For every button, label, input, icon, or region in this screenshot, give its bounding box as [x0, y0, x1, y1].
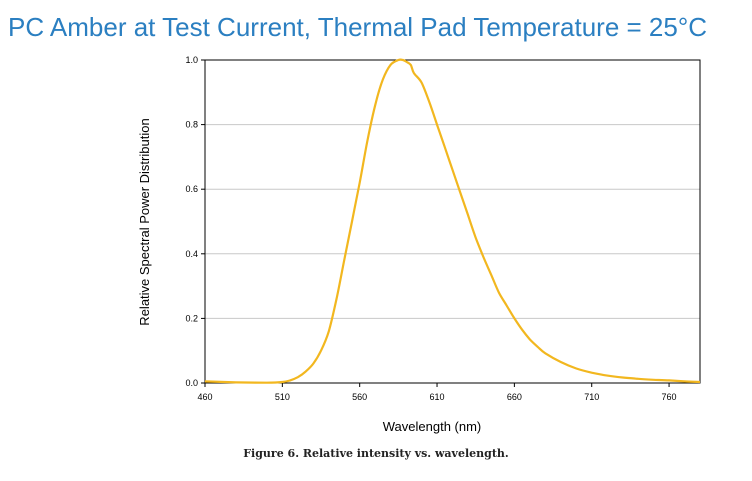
spectral-curve — [204, 58, 701, 384]
x-tick-label: 560 — [352, 392, 367, 402]
x-tick-label: 610 — [430, 392, 445, 402]
x-tick-label: 760 — [662, 392, 677, 402]
y-tick-label: 0.0 — [185, 378, 198, 388]
x-tick-label: 710 — [584, 392, 599, 402]
y-tick-label: 0.4 — [185, 249, 198, 259]
y-tick-label: 1.0 — [185, 55, 198, 65]
grid-lines — [205, 124, 700, 319]
x-tick-label: 460 — [197, 392, 212, 402]
y-axis-ticks: 0.0 0.2 0.4 0.6 0.8 1.0 — [185, 55, 205, 388]
y-axis-label: Relative Spectral Power Distribution — [137, 118, 152, 325]
page-title: PC Amber at Test Current, Thermal Pad Te… — [8, 12, 708, 42]
figure-caption: Figure 6. Relative intensity vs. wavelen… — [243, 447, 509, 460]
x-axis-label: Wavelength (nm) — [383, 419, 482, 434]
y-tick-label: 0.8 — [185, 120, 198, 130]
x-tick-label: 660 — [507, 392, 522, 402]
x-axis-ticks: 460 510 560 610 660 710 760 — [197, 383, 677, 402]
x-tick-label: 510 — [275, 392, 290, 402]
plot-frame — [204, 59, 701, 384]
y-tick-label: 0.6 — [185, 184, 198, 194]
y-tick-label: 0.2 — [185, 313, 198, 323]
